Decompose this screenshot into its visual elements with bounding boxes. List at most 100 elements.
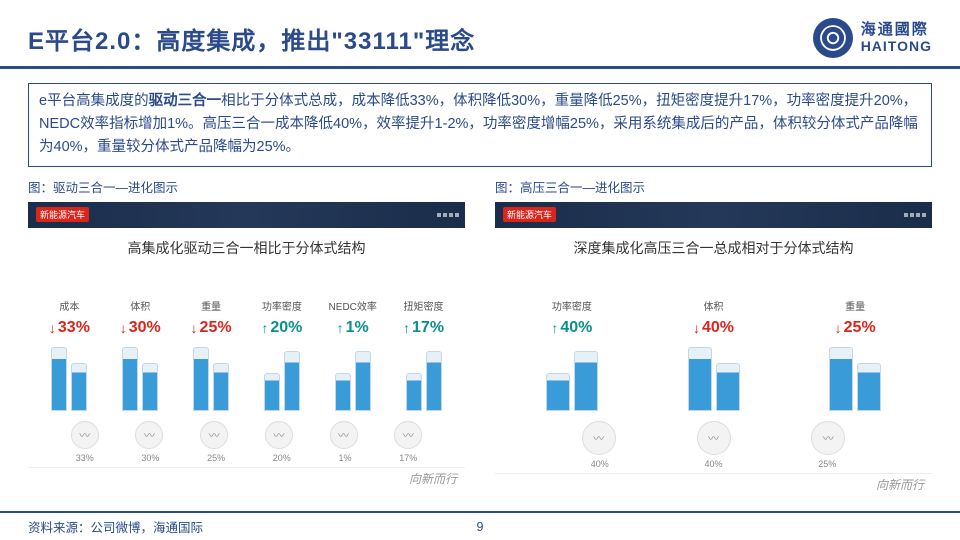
chart1-caption: 图：驱动三合一—进化图示 — [28, 177, 465, 196]
charts-row: 图：驱动三合一—进化图示 新能源汽车 高集成化驱动三合一相比于分体式结构 成本↓… — [0, 177, 960, 497]
slide-header: E平台2.0：高度集成，推出"33111"理念 海通國際 HAITONG — [0, 0, 960, 69]
bar-before — [829, 347, 853, 411]
bar-value: ↓33% — [49, 319, 90, 337]
description-box: e平台高集成度的驱动三合一相比于分体式总成，成本降低33%，体积降低30%，重量… — [28, 83, 932, 167]
bar-before — [406, 373, 422, 411]
value-text: 30% — [129, 319, 161, 337]
chart2-icons: 〰 〰 〰 — [495, 417, 932, 459]
page-number: 9 — [477, 520, 484, 534]
bar-after — [426, 351, 442, 411]
bar-group: 体积↓30% — [105, 298, 176, 411]
bar-pair — [546, 341, 598, 411]
value-text: 1% — [346, 319, 369, 337]
bar-label: 体积 — [130, 298, 150, 313]
footer-source: 资料来源：公司微博，海通国际 — [28, 517, 203, 536]
bar-pair — [193, 341, 229, 411]
pct-label: 25% — [207, 453, 225, 463]
metric-icon: 〰 — [697, 421, 731, 455]
bar-before — [546, 373, 570, 411]
chart1-pcts: 33%30%25%20%1%17% — [28, 453, 465, 467]
chart2-caption: 图：高压三合一—进化图示 — [495, 177, 932, 196]
chart2-topbar: 新能源汽车 — [495, 202, 932, 228]
value-text: 33% — [58, 319, 90, 337]
arrow-down-icon: ↓ — [835, 320, 842, 336]
bar-label: 功率密度 — [552, 298, 592, 313]
chart1-brand: 向新而行 — [28, 467, 465, 491]
metric-icon: 〰 — [330, 421, 358, 449]
bar-group: 重量↓25% — [784, 298, 926, 411]
bar-before — [51, 347, 67, 411]
bar-pair — [264, 341, 300, 411]
bar-label: 重量 — [201, 298, 221, 313]
bar-group: 功率密度 ↑40% — [501, 298, 643, 411]
bar-pair — [335, 341, 371, 411]
arrow-up-icon: ↑ — [261, 320, 268, 336]
value-text: 17% — [412, 319, 444, 337]
chart1-frame: 新能源汽车 高集成化驱动三合一相比于分体式结构 成本↓33%体积↓30%重量↓2… — [28, 202, 465, 491]
chart2: 图：高压三合一—进化图示 新能源汽车 深度集成化高压三合一总成相对于分体式结构 … — [495, 177, 932, 497]
bar-value: ↓30% — [120, 319, 161, 337]
chart2-tag: 新能源汽车 — [503, 207, 556, 222]
bar-label: NEDC效率 — [329, 298, 377, 313]
bar-before — [688, 347, 712, 411]
arrow-up-icon: ↑ — [337, 320, 344, 336]
slide-title: E平台2.0：高度集成，推出"33111"理念 — [28, 21, 475, 56]
metric-icon: 〰 — [135, 421, 163, 449]
metric-icon: 〰 — [394, 421, 422, 449]
bar-value: ↑20% — [261, 319, 302, 337]
bar-group: 体积 ↓40% — [643, 298, 785, 411]
bar-before — [122, 347, 138, 411]
pct-label: 30% — [141, 453, 159, 463]
company-logo: 海通國際 HAITONG — [813, 18, 932, 58]
metric-icon: 〰 — [582, 421, 616, 455]
bar-before — [335, 373, 351, 411]
bar-label: 体积 — [704, 298, 724, 313]
bar-after — [355, 351, 371, 411]
arrow-down-icon: ↓ — [49, 320, 56, 336]
value-text: 40% — [560, 319, 592, 337]
chart2-pcts: 40%40%25% — [495, 459, 932, 473]
bar-group: 重量↓25% — [176, 298, 247, 411]
chart1-title: 高集成化驱动三合一相比于分体式结构 — [28, 228, 465, 272]
bar-pair — [688, 341, 740, 411]
page-footer: 资料来源：公司微博，海通国际 9 — [0, 511, 960, 540]
bar-label: 扭矩密度 — [404, 298, 444, 313]
bar-after — [716, 363, 740, 411]
bar-group: 扭矩密度 ↑17% — [388, 298, 459, 411]
logo-en: HAITONG — [861, 39, 932, 54]
bar-pair — [122, 341, 158, 411]
bar-after — [71, 363, 87, 411]
logo-cn: 海通國際 — [861, 22, 932, 39]
bar-pair — [406, 341, 442, 411]
chart2-brand: 向新而行 — [495, 473, 932, 497]
desc-bold: 驱动三合一 — [149, 93, 222, 109]
pct-label: 17% — [399, 453, 417, 463]
bar-before — [264, 373, 280, 411]
bar-value: ↑17% — [403, 319, 444, 337]
bar-after — [142, 363, 158, 411]
chart1-tag: 新能源汽车 — [36, 207, 89, 222]
bar-before — [193, 347, 209, 411]
pct-label: 25% — [818, 459, 836, 469]
arrow-down-icon: ↓ — [191, 320, 198, 336]
metric-icon: 〰 — [71, 421, 99, 449]
chart1: 图：驱动三合一—进化图示 新能源汽车 高集成化驱动三合一相比于分体式结构 成本↓… — [28, 177, 465, 497]
bar-group: 成本↓33% — [34, 298, 105, 411]
metric-icon: 〰 — [811, 421, 845, 455]
bar-pair — [829, 341, 881, 411]
arrow-up-icon: ↑ — [551, 320, 558, 336]
arrow-up-icon: ↑ — [403, 320, 410, 336]
arrow-down-icon: ↓ — [120, 320, 127, 336]
bar-group: 功率密度 ↑20% — [246, 298, 317, 411]
bar-label: 重量 — [845, 298, 865, 313]
bar-after — [213, 363, 229, 411]
bar-value: ↓40% — [693, 319, 734, 337]
pct-label: 40% — [704, 459, 722, 469]
bar-label: 成本 — [59, 298, 79, 313]
chart2-bars: 功率密度 ↑40% 体积 ↓40% 重量↓25% — [495, 272, 932, 417]
chart2-frame: 新能源汽车 深度集成化高压三合一总成相对于分体式结构 功率密度↑40%体积↓40… — [495, 202, 932, 497]
bar-label: 功率密度 — [262, 298, 302, 313]
value-text: 25% — [844, 319, 876, 337]
pct-label: 1% — [339, 453, 352, 463]
bar-value: ↑1% — [337, 319, 369, 337]
